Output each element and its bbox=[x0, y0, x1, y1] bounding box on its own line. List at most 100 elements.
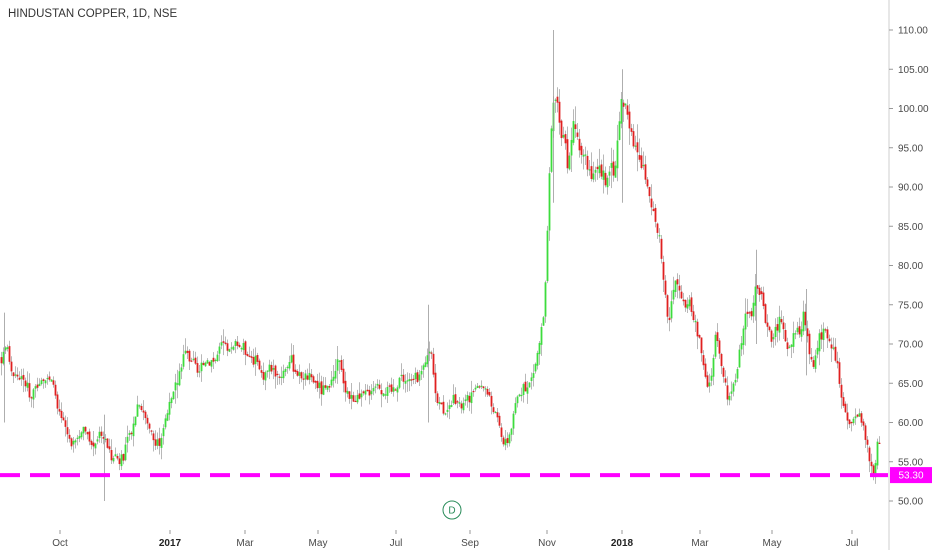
time-tick-label: Nov bbox=[538, 538, 556, 549]
candle-down bbox=[48, 376, 51, 380]
candle-up bbox=[132, 423, 135, 437]
candle-down bbox=[368, 389, 371, 396]
candle-down bbox=[490, 395, 493, 407]
candle-down bbox=[746, 311, 749, 314]
candle-down bbox=[18, 377, 21, 380]
candle-up bbox=[240, 348, 243, 350]
candle-down bbox=[556, 96, 559, 103]
candle-down bbox=[840, 384, 843, 398]
candle-up bbox=[562, 134, 565, 138]
candle-down bbox=[630, 128, 633, 132]
candle-down bbox=[664, 280, 667, 295]
candle-down bbox=[784, 329, 787, 342]
candle-down bbox=[300, 372, 303, 379]
candle-down bbox=[224, 342, 227, 344]
candle-down bbox=[348, 391, 351, 399]
candle-up bbox=[2, 351, 5, 364]
candle-up bbox=[792, 333, 795, 347]
candle-down bbox=[144, 411, 147, 419]
candle-down bbox=[306, 375, 309, 380]
candle-down bbox=[380, 390, 383, 395]
candle-down bbox=[702, 355, 705, 366]
candle-up bbox=[544, 282, 547, 317]
candle-up bbox=[372, 387, 375, 392]
candle-up bbox=[462, 402, 465, 411]
dividend-marker[interactable]: D bbox=[442, 500, 462, 520]
candle-down bbox=[30, 397, 33, 399]
candle-down bbox=[256, 354, 259, 362]
candle-down bbox=[88, 431, 91, 442]
candle-down bbox=[706, 375, 709, 387]
candle-up bbox=[568, 155, 571, 170]
candle-up bbox=[280, 376, 283, 378]
candle-down bbox=[668, 317, 671, 321]
price-tick-label: 85.00 bbox=[898, 222, 923, 233]
candle-down bbox=[762, 292, 765, 307]
candle-up bbox=[228, 349, 231, 352]
candle-up bbox=[96, 439, 99, 442]
candle-down bbox=[698, 335, 701, 338]
candle-up bbox=[674, 280, 677, 293]
candle-up bbox=[78, 436, 81, 439]
candle-up bbox=[616, 140, 619, 169]
candle-down bbox=[478, 386, 481, 388]
candle-up bbox=[370, 391, 373, 395]
candle-up bbox=[408, 379, 411, 382]
candle-down bbox=[378, 384, 381, 389]
candle-up bbox=[504, 439, 507, 446]
candle-up bbox=[534, 363, 537, 372]
candle-down bbox=[726, 385, 729, 400]
candle-down bbox=[808, 333, 811, 355]
candle-up bbox=[94, 443, 97, 449]
time-axis[interactable]: Oct 2017 Mar May Jul Sep Nov 2018 Mar May Jul bbox=[52, 530, 858, 549]
candle-down bbox=[196, 363, 199, 373]
time-tick-label: Jul bbox=[846, 538, 859, 549]
candle-up bbox=[602, 170, 605, 180]
dividend-marker-circle[interactable] bbox=[442, 500, 462, 520]
candle-down bbox=[506, 438, 509, 443]
candle-down bbox=[500, 427, 503, 437]
candle-up bbox=[606, 177, 609, 188]
candle-down bbox=[666, 295, 669, 317]
candle-up bbox=[172, 391, 175, 400]
candle-up bbox=[794, 333, 797, 335]
candle-up bbox=[40, 380, 43, 385]
candle-up bbox=[136, 404, 139, 417]
support-price-label: 53.30 bbox=[898, 471, 923, 482]
candle-up bbox=[242, 342, 245, 351]
candle-up bbox=[550, 128, 553, 172]
candle-up bbox=[772, 337, 775, 340]
candle-up bbox=[126, 436, 129, 443]
candle-up bbox=[446, 409, 449, 412]
candle-down bbox=[238, 344, 241, 348]
price-axis[interactable]: 110.00 105.00 100.00 95.00 90.00 85.00 80.00 75… bbox=[888, 0, 929, 550]
candle-up bbox=[134, 416, 137, 426]
candle-up bbox=[426, 355, 429, 365]
candle-down bbox=[596, 166, 599, 170]
candle-down bbox=[274, 365, 277, 377]
candle-up bbox=[592, 173, 595, 180]
candle-down bbox=[872, 465, 875, 477]
candle-up bbox=[796, 327, 799, 333]
candle-down bbox=[758, 287, 761, 295]
candle-down bbox=[604, 172, 607, 186]
candle-up bbox=[508, 434, 511, 444]
candle-down bbox=[58, 409, 61, 412]
candle-up bbox=[396, 387, 399, 393]
candle-up bbox=[414, 372, 417, 380]
support-price-badge: 53.30 bbox=[890, 467, 932, 484]
candle-up bbox=[336, 359, 339, 371]
candle-up bbox=[420, 370, 423, 375]
candle-down bbox=[716, 332, 719, 342]
candle-up bbox=[736, 369, 739, 379]
candle-down bbox=[440, 402, 443, 405]
candle-up bbox=[452, 394, 455, 404]
candle-up bbox=[752, 302, 755, 317]
candle-up bbox=[448, 405, 451, 409]
candle-up bbox=[356, 394, 359, 403]
candle-down bbox=[410, 379, 413, 381]
candle-up bbox=[542, 317, 545, 326]
candle-up bbox=[512, 413, 515, 429]
